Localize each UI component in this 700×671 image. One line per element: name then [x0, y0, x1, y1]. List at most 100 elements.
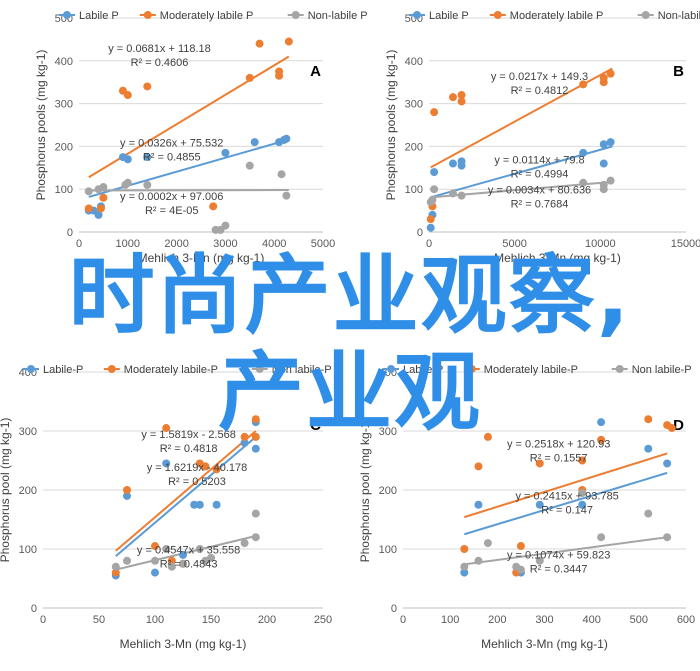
trendline: [464, 471, 668, 536]
data-point: [597, 435, 606, 444]
data-point: [284, 37, 293, 46]
trendline-r2: R² = 0.4855: [143, 151, 201, 163]
data-point: [275, 71, 284, 80]
y-tick-label: 0: [391, 603, 397, 615]
data-point: [448, 159, 457, 168]
y-tick-label: 300: [19, 426, 37, 438]
y-tick-label: 200: [405, 141, 423, 153]
data-point: [151, 556, 159, 565]
x-axis-title: Mehlich 3-Mn (mg kg-1): [494, 251, 621, 265]
data-point: [599, 159, 608, 168]
data-point: [251, 432, 260, 441]
data-point: [457, 91, 466, 100]
x-tick-label: 200: [488, 614, 506, 626]
data-point: [143, 82, 152, 91]
legend-label: Moderately labile-P: [124, 364, 218, 376]
data-point: [606, 176, 615, 185]
trendline-equation: y = 1.5819x - 2.568: [141, 429, 235, 441]
data-point: [579, 80, 588, 89]
data-point: [251, 444, 260, 453]
data-point: [578, 488, 587, 497]
data-point: [162, 545, 171, 553]
data-point: [96, 204, 105, 213]
data-point: [195, 545, 204, 553]
x-tick-label: 3000: [213, 238, 237, 250]
data-point: [251, 533, 260, 542]
data-point: [483, 539, 492, 548]
data-point: [123, 486, 131, 494]
data-point: [195, 500, 204, 509]
panel-letter: A: [310, 63, 321, 80]
trendline-equation: y = 0.0002x + 97.006: [120, 191, 223, 203]
x-axis-title: Mehlich 3-Mn (mg kg-1): [138, 251, 265, 265]
data-point: [599, 73, 608, 82]
x-tick-label: 5000: [311, 238, 335, 250]
data-point: [123, 91, 132, 100]
y-tick-label: 100: [405, 184, 423, 196]
data-point: [250, 138, 259, 147]
x-tick-label: 0: [76, 238, 82, 250]
data-point: [151, 542, 159, 551]
data-point: [663, 533, 672, 542]
y-axis-title: Phosphorus pool (mg kg-1): [0, 418, 12, 563]
trendline-r2: R² = 0.4818: [160, 443, 218, 455]
data-point: [240, 539, 249, 548]
trendline-r2: R² = 0.3447: [530, 563, 588, 575]
y-tick-label: 300: [405, 99, 423, 111]
trendline-r2: R² = 0.4994: [511, 169, 569, 181]
y-tick-label: 0: [67, 227, 73, 239]
data-point: [99, 183, 108, 192]
y-axis-title: Phosphorus pools (mg kg-1): [34, 50, 48, 201]
data-point: [474, 462, 483, 471]
data-point: [457, 97, 466, 106]
legend-swatch-marker: [493, 11, 502, 19]
data-point: [460, 545, 469, 553]
legend-swatch-marker: [641, 11, 650, 19]
legend-label: Labile P: [429, 10, 469, 22]
y-tick-label: 0: [417, 227, 423, 239]
trendline-equation: y = 0.2518x + 120.93: [507, 439, 610, 451]
trendline-r2: R² = 0.7684: [511, 198, 569, 210]
legend-label: Moderately labile-P: [484, 364, 578, 376]
x-tick-label: 200: [258, 614, 276, 626]
trendline-equation: y = 0.0681x + 118.18: [108, 43, 211, 55]
y-tick-label: 100: [19, 544, 37, 556]
data-point: [162, 424, 171, 433]
data-point: [143, 153, 152, 162]
data-point: [430, 168, 439, 177]
y-tick-label: 400: [405, 56, 423, 68]
data-point: [111, 568, 120, 577]
data-point: [179, 550, 187, 559]
data-point: [535, 556, 544, 565]
data-point: [167, 556, 176, 565]
data-point: [578, 456, 587, 465]
legend-label: Moderately labile P: [510, 10, 604, 22]
trendline-r2: R² = 0.147: [541, 504, 593, 516]
data-point: [599, 180, 608, 189]
trendline-r2: R² = 0.4812: [511, 85, 569, 97]
trendline-equation: y = 0.4547x + 35.558: [137, 545, 240, 557]
data-point: [597, 533, 606, 542]
legend-label: Moderately labile P: [160, 10, 254, 22]
data-point: [221, 221, 230, 230]
trendline-equation: y = 0.0326x + 75.532: [120, 137, 223, 149]
trendline-equation: y = 0.0114x + 79.8: [494, 155, 584, 167]
data-point: [190, 500, 199, 509]
panel-letter: B: [673, 63, 684, 80]
data-point: [84, 187, 93, 196]
legend-label: Labile-P: [43, 364, 83, 376]
data-point: [143, 180, 152, 189]
trendline: [464, 536, 668, 566]
data-point: [179, 559, 187, 568]
x-tick-label: 0: [426, 238, 432, 250]
data-point: [212, 465, 221, 474]
data-point: [644, 444, 653, 453]
data-point: [516, 565, 525, 574]
data-point: [123, 491, 131, 500]
x-axis-title: Mehlich 3-Mn (mg kg-1): [481, 637, 608, 651]
data-point: [663, 459, 672, 468]
panel-letter: D: [673, 417, 684, 434]
